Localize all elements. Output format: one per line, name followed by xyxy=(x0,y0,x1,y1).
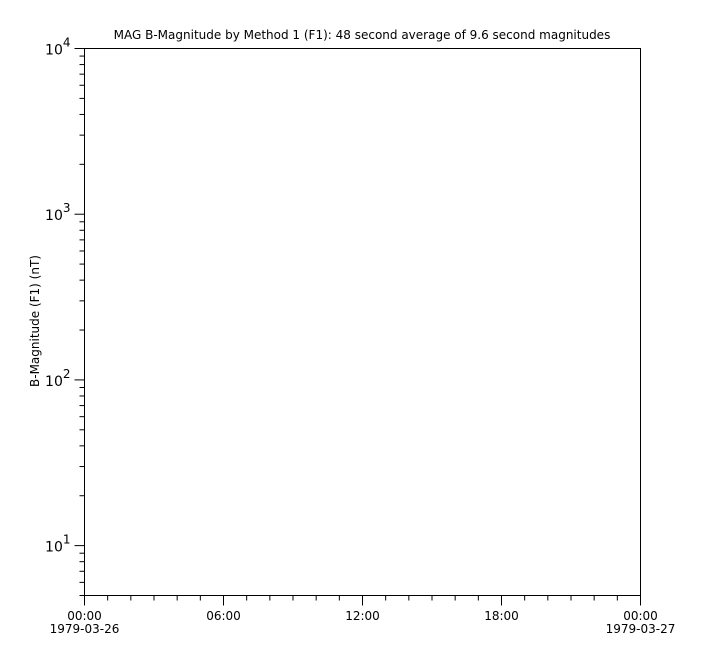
plot-area xyxy=(84,48,641,596)
x-tick-date-label: 1979-03-27 xyxy=(606,622,676,636)
x-tick-label: 18:00 xyxy=(484,609,519,623)
x-tick-label: 00:00 xyxy=(623,609,658,623)
x-tick-date-label: 1979-03-26 xyxy=(50,622,120,636)
chart-title: MAG B-Magnitude by Method 1 (F1): 48 sec… xyxy=(114,28,611,42)
y-tick-label: 101 xyxy=(45,533,70,556)
y-tick-label: 102 xyxy=(45,367,70,390)
y-tick-label: 104 xyxy=(45,36,70,59)
x-tick-label: 06:00 xyxy=(206,609,241,623)
y-axis-label: B-Magnitude (F1) (nT) xyxy=(28,255,42,387)
x-tick-label: 12:00 xyxy=(345,609,380,623)
y-tick-label: 103 xyxy=(45,201,70,224)
x-tick-label: 00:00 xyxy=(67,609,102,623)
